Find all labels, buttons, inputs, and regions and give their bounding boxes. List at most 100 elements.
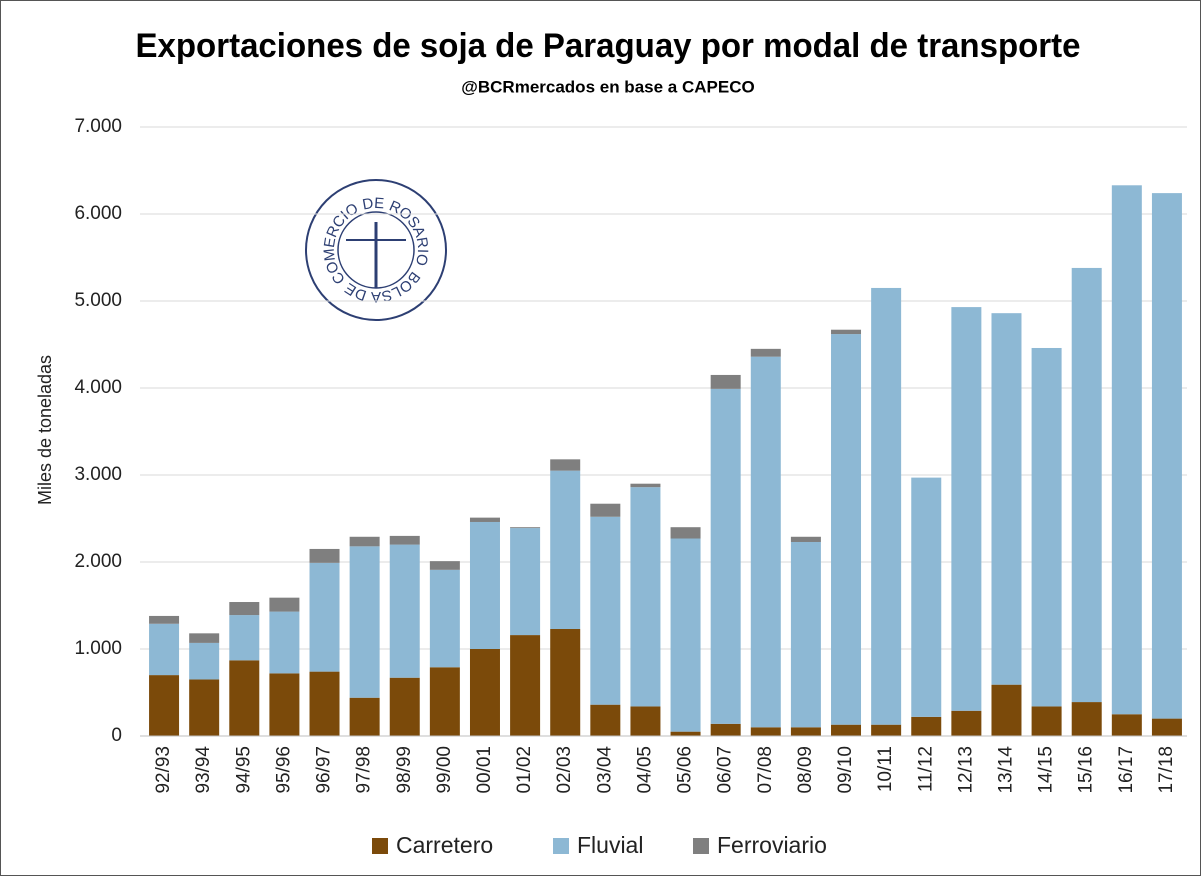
chart-title: Exportaciones de soja de Paraguay por mo… [136,27,1081,65]
bar-segment [429,569,460,668]
bar-segment [750,727,781,736]
bar-segment [189,679,220,736]
bar-segment [229,615,260,661]
bar-segment [189,642,220,680]
bar-segment [670,527,701,539]
y-tick-label: 5.000 [74,290,122,311]
bar-segment [750,356,781,728]
bar-segment [790,727,821,736]
bar-segment [349,536,380,547]
legend-label: Ferroviario [717,832,827,858]
bar-segment [469,649,500,736]
bar-segment [149,675,180,736]
x-tick-label: 09/10 [835,746,856,794]
legend-swatch [553,838,569,854]
x-tick-label: 07/08 [755,746,776,794]
x-tick-label: 94/95 [233,746,254,794]
bar-segment [1151,193,1182,719]
y-tick-label: 2.000 [74,551,122,572]
bar-segment [670,731,701,736]
bar-segment [469,517,500,522]
bar-segment [871,287,902,725]
x-tick-label: 06/07 [715,746,736,794]
legend-label: Carretero [396,832,493,858]
bar-segment [590,503,621,517]
logo-ring [305,179,447,321]
bar-segment [831,724,862,736]
x-tick-label: 00/01 [474,746,495,794]
y-axis-label: Miles de toneladas [35,355,55,505]
bar-segment [229,602,260,616]
bar-segment [951,710,982,736]
x-tick-label: 05/06 [675,746,696,794]
bar-segment [269,673,300,736]
bar-segment [1071,267,1102,703]
bar-segment [951,307,982,711]
bar-segment [510,527,541,529]
x-tick-label: 12/13 [955,746,976,794]
bar-segment [550,628,581,736]
bar-segment [750,348,781,357]
bar-segment [349,546,380,698]
legend-label: Fluvial [577,832,643,858]
bar-segment [590,516,621,705]
bar-segment [429,561,460,570]
y-tick-label: 1.000 [74,638,122,659]
x-tick-label: 16/17 [1116,746,1137,794]
x-tick-label: 15/16 [1076,746,1097,794]
bar-segment [1111,714,1142,736]
bar-segment [1071,702,1102,736]
legend-swatch [693,838,709,854]
bar-segment [630,487,661,707]
bar-segment [710,388,741,724]
bar-segment [349,697,380,736]
x-tick-label: 99/00 [434,746,455,794]
x-tick-label: 97/98 [354,746,375,794]
x-tick-label: 02/03 [554,746,575,794]
x-tick-label: 10/11 [875,746,896,792]
bar-segment [670,538,701,732]
bar-segment [1111,185,1142,715]
x-tick-label: 93/94 [193,746,214,794]
bar-segment [790,536,821,542]
x-tick-label: 17/18 [1156,746,1177,794]
x-tick-label: 11/12 [915,746,936,792]
bar-segment [389,677,420,736]
x-tick-label: 01/02 [514,746,535,794]
legend-swatch [372,838,388,854]
bar-segment [149,615,180,624]
bar-segment [389,535,420,545]
x-tick-label: 04/05 [634,746,655,794]
y-tick-label: 6.000 [74,203,122,224]
bar-segment [510,635,541,736]
x-tick-label: 96/97 [314,746,335,794]
bar-segment [149,623,180,676]
y-tick-label: 3.000 [74,464,122,485]
bar-segment [1031,706,1062,736]
x-tick-label: 14/15 [1036,746,1057,794]
bar-segment [831,334,862,725]
bar-segment [831,329,862,335]
y-tick-label: 7.000 [74,116,122,137]
bar-segment [309,548,340,563]
x-tick-label: 98/99 [394,746,415,794]
bar-segment [510,528,541,636]
bar-segment [710,374,741,389]
bar-segment [189,633,220,643]
bar-segment [269,611,300,674]
bar-segment [469,521,500,649]
y-tick-label: 4.000 [74,377,122,398]
bar-segment [309,562,340,672]
bar-segment [911,477,942,717]
bar-segment [1031,347,1062,707]
x-tick-label: 03/04 [594,746,615,794]
bar-segment [269,597,300,612]
bar-segment [590,704,621,736]
bar-segment [229,660,260,736]
bar-segment [871,724,902,736]
bar-segment [710,723,741,736]
x-tick-label: 13/14 [995,746,1016,794]
bar-segment [429,667,460,736]
bar-segment [1151,718,1182,736]
